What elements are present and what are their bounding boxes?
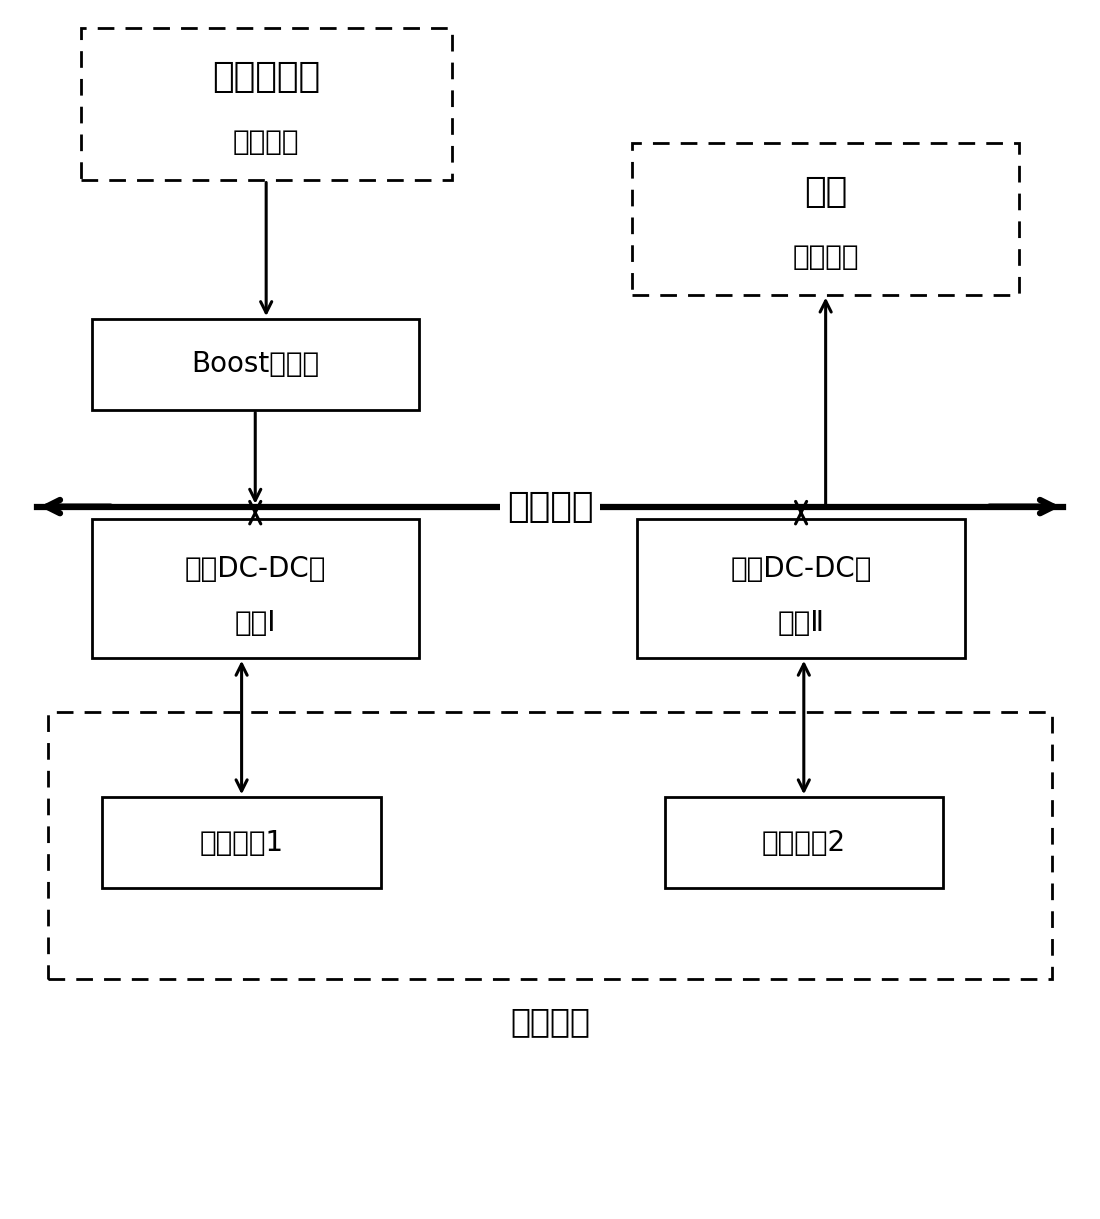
Text: 换器Ⅰ: 换器Ⅰ	[234, 610, 276, 638]
Bar	[631, 144, 1020, 295]
Bar	[47, 712, 1053, 979]
Bar	[80, 28, 452, 179]
Text: 负载: 负载	[804, 174, 847, 208]
Text: 换器Ⅱ: 换器Ⅱ	[778, 610, 825, 638]
Text: 储能系统: 储能系统	[510, 1006, 590, 1039]
Text: 蓄电池组1: 蓄电池组1	[199, 829, 284, 857]
Bar	[91, 519, 419, 658]
Text: 蓄电池组2: 蓄电池组2	[761, 829, 846, 857]
Text: 光伏阵列: 光伏阵列	[233, 128, 299, 156]
Text: 双向DC-DC变: 双向DC-DC变	[730, 555, 872, 583]
Bar	[91, 319, 419, 410]
Bar	[102, 797, 381, 887]
Text: 直流负载: 直流负载	[792, 243, 859, 271]
Text: Boost变换器: Boost变换器	[191, 350, 319, 378]
Bar	[664, 797, 943, 887]
Text: 分布式能源: 分布式能源	[212, 60, 320, 94]
Bar	[637, 519, 965, 658]
Text: 直流母线: 直流母线	[507, 490, 593, 524]
Text: 双向DC-DC变: 双向DC-DC变	[185, 555, 326, 583]
